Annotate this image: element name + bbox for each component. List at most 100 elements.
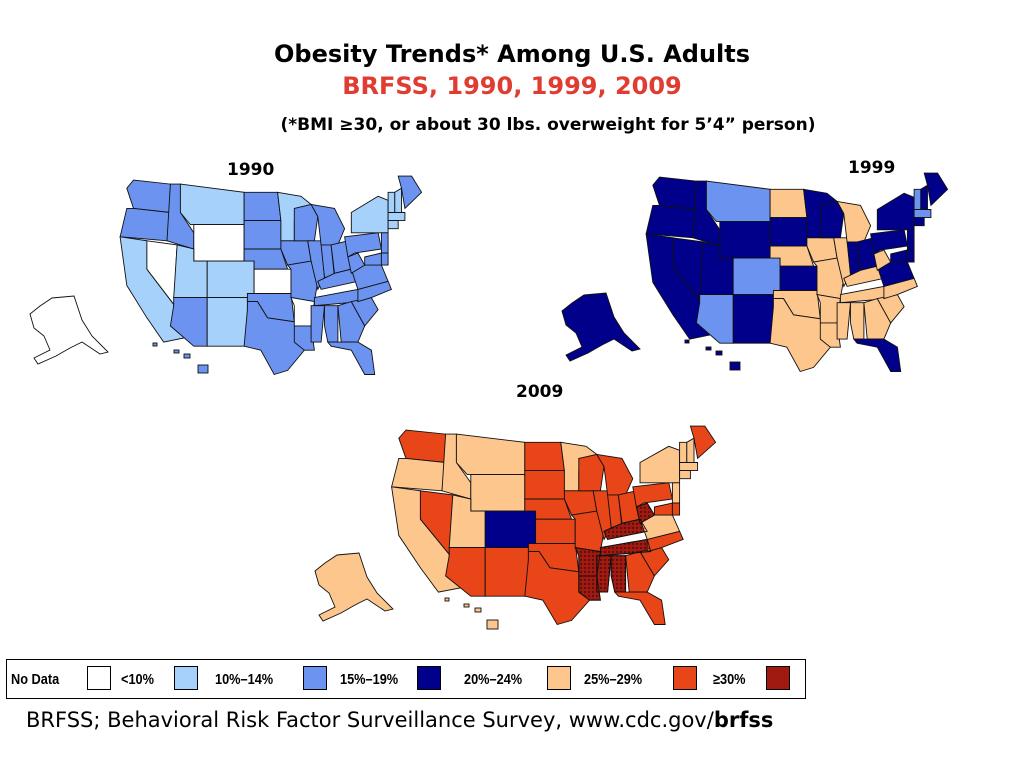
state-ms-1990 <box>310 305 325 343</box>
state-fl-1999 <box>852 338 902 372</box>
state-ak-1999 <box>561 292 641 362</box>
us-map-2009 <box>314 425 717 630</box>
state-sd-1999 <box>769 217 808 247</box>
state-de-1999 <box>906 249 915 263</box>
state-fl-1990 <box>326 341 376 375</box>
state-me-1990 <box>397 175 423 210</box>
state-ak-1990 <box>29 295 109 365</box>
state-me-2009 <box>689 425 717 460</box>
state-md-2009 <box>653 502 673 516</box>
state-ak-2009 <box>314 552 394 622</box>
state-ga-1990 <box>337 301 366 343</box>
state-co-2009 <box>484 510 537 549</box>
legend-swatch-15-19 <box>417 666 441 690</box>
map-year-label-1999: 1999 <box>848 158 896 178</box>
state-hi-island-4-1990 <box>197 364 209 374</box>
state-vt-1999 <box>913 188 922 210</box>
state-hi-island-2-2009 <box>463 603 470 608</box>
state-hi-island-2-1999 <box>705 346 712 351</box>
state-nm-1999 <box>732 294 774 344</box>
map-year-label-2009: 2009 <box>516 382 564 402</box>
state-al-1990 <box>324 305 339 343</box>
map-lower48-1999 <box>645 172 949 373</box>
state-wv-2009-stipple <box>635 502 656 524</box>
state-ny-1990 <box>350 195 389 234</box>
legend-label-25-29: 25%–29% <box>584 671 643 688</box>
state-nm-1990 <box>206 297 248 347</box>
state-sd-2009 <box>524 470 565 500</box>
state-de-2009 <box>671 502 681 516</box>
state-wa-2009 <box>398 429 447 463</box>
state-la-2009-stipple <box>578 575 601 601</box>
legend-swatch-25-29 <box>673 666 697 690</box>
state-ny-2009 <box>639 445 681 484</box>
legend-label-10-14: 10%–14% <box>215 671 274 688</box>
state-ms-2009-stipple <box>596 555 612 593</box>
state-ct-2009 <box>679 470 691 480</box>
state-nd-1990 <box>243 191 282 222</box>
state-al-2009-stipple <box>610 555 627 593</box>
us-map-1990 <box>29 175 423 376</box>
state-wy-1990 <box>193 224 245 262</box>
state-ct-1999 <box>913 217 925 227</box>
state-wa-1999 <box>652 176 697 211</box>
state-al-1999 <box>850 302 865 340</box>
state-fl-2009 <box>613 591 666 625</box>
state-ms-1999 <box>836 302 851 340</box>
legend-swatch-10-14 <box>303 666 327 690</box>
source-link-bold: brfss <box>713 708 774 732</box>
state-la-1990 <box>293 325 315 351</box>
bmi-note: (*BMI ≥30, or about 30 lbs. overweight f… <box>280 115 816 135</box>
state-ma-1999 <box>913 209 932 219</box>
map-year-label-1990: 1990 <box>227 160 275 180</box>
state-md-1990 <box>364 252 382 266</box>
state-wa-1990 <box>126 179 171 214</box>
source-footer: BRFSS; Behavioral Risk Factor Surveillan… <box>26 708 773 732</box>
chart-title: Obesity Trends* Among U.S. Adults <box>273 40 751 68</box>
state-hi-island-4-1999 <box>729 361 741 371</box>
state-pa-2009 <box>632 482 673 508</box>
state-nd-2009 <box>524 441 565 472</box>
state-la-1999 <box>819 322 841 348</box>
state-co-1990 <box>206 260 255 299</box>
state-ma-1990 <box>387 212 406 222</box>
state-tx-1990 <box>243 301 305 376</box>
state-ks-2009 <box>535 518 576 544</box>
state-hi-island-1-1999 <box>684 339 690 344</box>
state-or-1999 <box>645 204 697 239</box>
state-vt-1990 <box>387 191 396 213</box>
legend-label-gte30: ≥30% <box>713 671 746 688</box>
legend-swatch-20-24 <box>547 666 571 690</box>
state-or-2009 <box>391 457 447 492</box>
map-lower48-2009 <box>391 425 717 626</box>
state-sd-1990 <box>243 220 282 250</box>
state-md-1999 <box>890 249 908 263</box>
state-tx-2009 <box>524 551 591 626</box>
state-nd-1999 <box>769 188 808 219</box>
legend: No Data <10% 10%–14% 15%–19% 20%–24% 25%… <box>6 659 806 699</box>
state-me-1999 <box>923 172 949 207</box>
chart-subtitle: BRFSS, 1990, 1999, 2009 <box>342 72 682 100</box>
state-ky-2009-stipple <box>603 518 648 540</box>
state-hi-island-3-2009 <box>474 607 482 613</box>
state-de-1990 <box>380 252 389 266</box>
map-lower48-1990 <box>119 175 423 376</box>
legend-label-20-24: 20%–24% <box>464 671 523 688</box>
state-pa-1999 <box>870 229 908 255</box>
source-text: BRFSS; Behavioral Risk Factor Surveillan… <box>26 708 714 732</box>
state-hi-island-2-1990 <box>173 349 180 354</box>
state-mt-2009 <box>455 433 526 476</box>
state-hi-island-4-2009 <box>486 619 499 630</box>
state-nj-1990 <box>380 232 389 254</box>
state-ks-1990 <box>253 268 292 294</box>
legend-swatch-gte30 <box>766 666 790 690</box>
state-ma-2009 <box>679 462 699 472</box>
state-nj-2009 <box>671 482 681 504</box>
legend-swatch-lt10 <box>174 666 198 690</box>
state-hi-island-1-1990 <box>152 342 158 347</box>
state-co-1999 <box>732 257 781 296</box>
state-mt-1999 <box>705 180 771 223</box>
state-nh-2009 <box>686 437 695 463</box>
state-ga-1999 <box>863 298 892 340</box>
legend-label-no-data: No Data <box>11 671 60 688</box>
